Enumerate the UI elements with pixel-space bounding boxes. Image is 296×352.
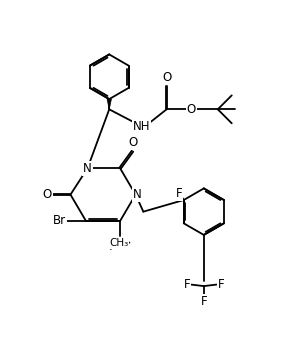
Text: O: O: [43, 188, 52, 201]
Text: F: F: [218, 278, 224, 291]
Text: Br: Br: [53, 214, 66, 227]
Text: CH₃: CH₃: [109, 238, 128, 248]
Text: N: N: [133, 188, 141, 201]
Text: NH: NH: [133, 120, 151, 133]
Text: O: O: [162, 71, 171, 83]
Text: F: F: [176, 187, 182, 200]
Text: N: N: [83, 162, 92, 175]
Text: O: O: [129, 136, 138, 149]
Text: O: O: [187, 103, 196, 116]
Text: F: F: [184, 278, 190, 291]
Polygon shape: [107, 99, 111, 109]
Text: F: F: [200, 295, 207, 308]
